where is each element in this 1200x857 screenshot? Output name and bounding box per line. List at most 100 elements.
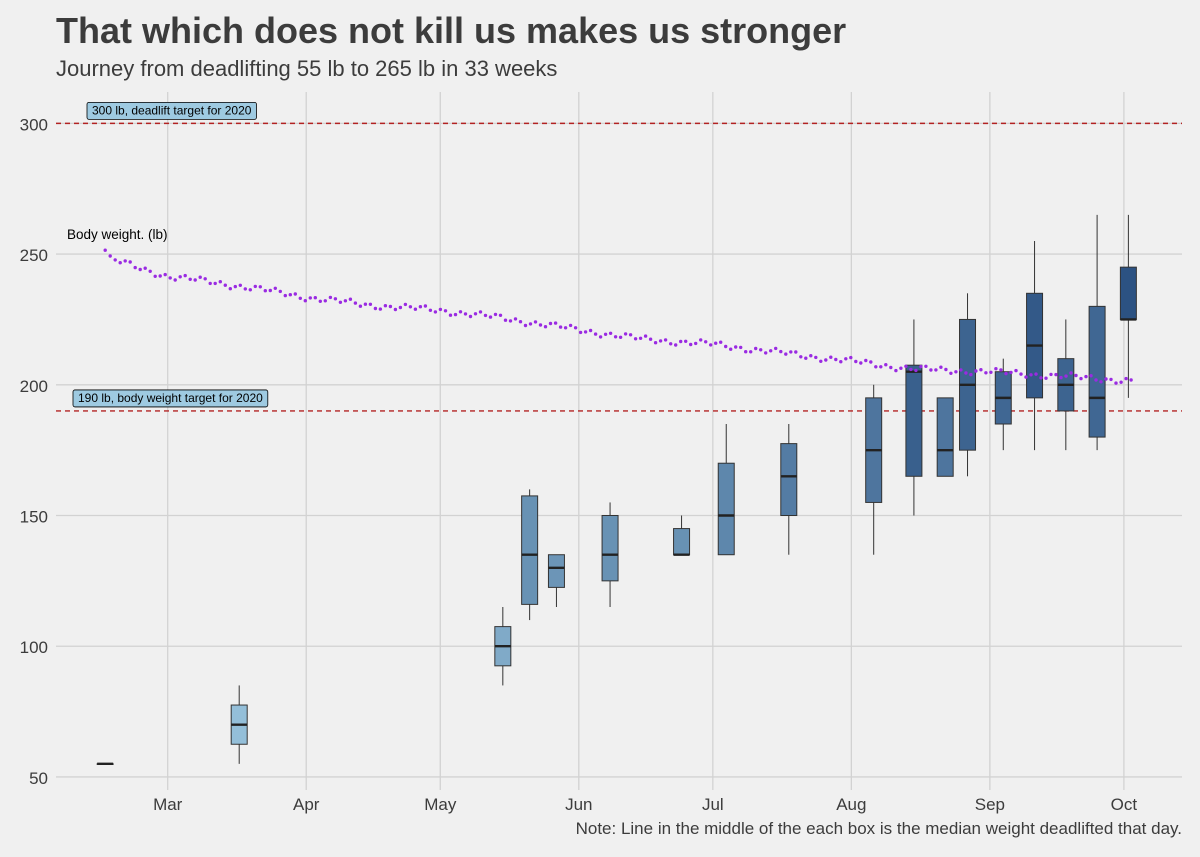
deadlift-boxes (96, 214, 1137, 766)
target-line-label: 190 lb, body weight target for 2020 (72, 389, 269, 408)
body-weight-point (393, 307, 398, 312)
body-weight-point (188, 277, 192, 281)
body-weight-point (513, 317, 518, 321)
x-tick-label: May (424, 795, 457, 814)
body-weight-point (478, 310, 483, 314)
box-body (717, 462, 735, 556)
body-weight-point (168, 276, 172, 280)
body-weight-point (298, 296, 302, 300)
box-body (601, 515, 619, 582)
body-weight-point (824, 358, 828, 362)
body-weight-point (308, 296, 312, 300)
body-weight-point (904, 364, 908, 368)
body-weight-point (203, 277, 207, 281)
body-weight-point (153, 274, 157, 278)
body-weight-point (884, 363, 888, 367)
box-body (1119, 266, 1137, 320)
body-weight-point (383, 304, 388, 308)
body-weight-point (358, 304, 363, 308)
y-tick-label: 200 (20, 377, 48, 396)
body-weight-point (794, 350, 798, 354)
body-weight-point (964, 371, 968, 375)
body-weight-point (388, 304, 393, 309)
body-weight-point (428, 308, 433, 312)
body-weight-point (849, 355, 853, 360)
body-weight-point (533, 320, 538, 324)
body-weight-point (658, 339, 663, 343)
target-line-label-bg (86, 101, 257, 120)
body-weight-point (523, 323, 528, 328)
body-weight-point (313, 296, 317, 300)
body-weight-point (553, 321, 558, 325)
body-weight-point (583, 330, 588, 334)
deadlift-box (96, 762, 114, 766)
body-weight-point (1094, 378, 1098, 382)
body-weight-point (714, 341, 718, 345)
body-weight-point (1084, 374, 1088, 379)
body-weight-point (238, 283, 242, 287)
body-weight-point (243, 287, 247, 291)
body-weight-point (764, 351, 768, 355)
body-weight-point (183, 273, 187, 278)
y-tick-label: 50 (29, 769, 48, 788)
box-body (521, 495, 539, 605)
body-weight-point (1009, 370, 1013, 375)
body-weight-point (348, 297, 353, 301)
deadlift-box (601, 502, 619, 608)
body-weight-point (463, 312, 468, 316)
body-weight-point (403, 302, 408, 307)
target-line-label-text: 300 lb, deadlift target for 2020 (92, 103, 252, 117)
body-weight-point (578, 330, 583, 335)
body-weight-point (318, 299, 322, 303)
body-weight-point (173, 278, 177, 282)
body-weight-point (1034, 372, 1038, 376)
box-body (905, 364, 923, 477)
body-weight-point (994, 367, 998, 371)
body-weight-point (944, 367, 948, 372)
body-weight-point (508, 319, 513, 323)
body-weight-point (1109, 377, 1113, 382)
body-weight-point (769, 349, 773, 353)
body-weight-point (593, 332, 598, 336)
body-weight-point (138, 267, 142, 272)
body-weight-point (934, 368, 938, 372)
body-weight-point (879, 365, 883, 369)
body-weight-point (568, 323, 573, 328)
body-weight-point (423, 304, 428, 308)
x-tick-label: Jun (565, 795, 592, 814)
body-weight-point (1124, 376, 1128, 381)
x-tick-label: Apr (293, 795, 320, 814)
body-weight-point (929, 368, 933, 372)
body-weight-point (939, 365, 943, 369)
deadlift-box (994, 358, 1012, 451)
body-weight-point (248, 288, 252, 292)
body-weight-point (293, 292, 297, 296)
body-weight-point (789, 350, 793, 354)
body-weight-point (779, 349, 783, 354)
body-weight-point (163, 272, 167, 277)
body-weight-point (999, 368, 1003, 372)
body-weight-point (258, 285, 262, 289)
body-weight-point (623, 332, 628, 336)
body-weight-point (413, 307, 418, 311)
body-weight-point (874, 365, 878, 369)
body-weight-point (143, 266, 147, 270)
body-weight-point (648, 337, 653, 341)
body-weight-point (1114, 381, 1118, 385)
deadlift-box (1088, 214, 1106, 451)
body-weight-point (438, 307, 443, 312)
body-weight-point (759, 348, 763, 352)
body-weight-point (503, 318, 508, 322)
body-weight-point (709, 343, 713, 347)
body-weight-point (1129, 378, 1133, 382)
body-weight-point (724, 344, 728, 349)
body-weight-point (834, 357, 838, 362)
body-weight-point (193, 278, 197, 282)
body-weight-point (528, 322, 533, 326)
body-weight-point (148, 269, 152, 273)
body-weight-point (1024, 375, 1028, 379)
body-weight-point (663, 338, 668, 342)
body-weight-point (218, 280, 222, 284)
body-weight-point (118, 261, 122, 265)
body-weight-point (974, 369, 978, 373)
